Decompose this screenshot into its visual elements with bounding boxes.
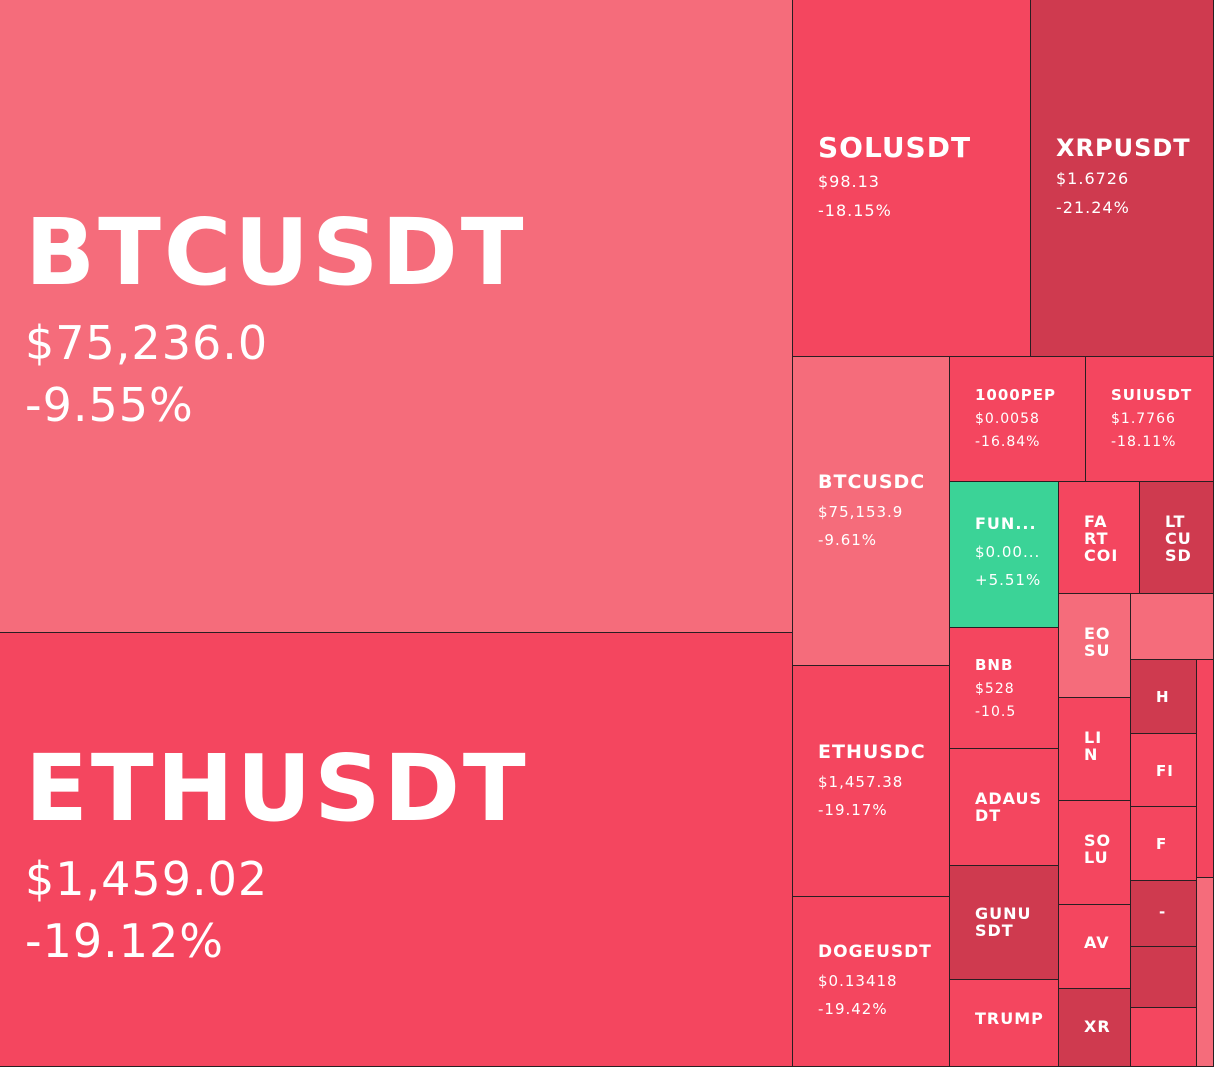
tile-fi[interactable]: FI (1131, 734, 1197, 807)
tile-price: $528 (975, 680, 1015, 697)
tile-price: $0.0058 (975, 410, 1040, 427)
tile-symbol: SO LU (1084, 831, 1112, 867)
tile-symbol: SOLUSDT (818, 131, 972, 164)
tile-symbol: LT CU SD (1165, 512, 1192, 565)
tile-ethusdc[interactable]: ETHUSDC $1,457.38 -19.17% (793, 666, 950, 897)
tile-symbol: 1000PEP (975, 388, 1056, 404)
tile-symbol: FA RT COI (1084, 512, 1119, 565)
tile-price: $1.7766 (1111, 410, 1176, 427)
tile-symbol: H (1156, 688, 1170, 706)
tile-change: -19.42% (818, 999, 888, 1018)
tile-solusdc[interactable]: SO LU (1059, 801, 1131, 905)
tile-symbol: ETHUSDT (25, 735, 529, 842)
tile-symbol: BTCUSDT (25, 199, 527, 306)
tile-symbol: AV (1084, 933, 1110, 952)
tile-change: -19.12% (25, 913, 224, 968)
tile-change: -16.84% (975, 433, 1041, 450)
tile-btcusdt[interactable]: BTCUSDT $75,236.0 -9.55% (0, 0, 793, 633)
tile-ethusdt[interactable]: ETHUSDT $1,459.02 -19.12% (0, 633, 793, 1067)
tile-small[interactable] (1197, 660, 1214, 878)
tile-price: $1.6726 (1056, 169, 1130, 189)
tile-symbol: XRPUSDT (1056, 134, 1191, 162)
tile-symbol: SUIUSDT (1111, 388, 1193, 404)
tile-eosusd[interactable]: EO SU (1059, 594, 1131, 698)
tile-fun[interactable]: FUN... $0.00... +5.51% (950, 482, 1059, 628)
tile-small[interactable] (1131, 594, 1214, 660)
tile-symbol: XR (1084, 1017, 1111, 1036)
tile-fartcoin[interactable]: FA RT COI (1059, 482, 1140, 594)
tile-change: -9.55% (25, 377, 194, 432)
tile-btcusdc[interactable]: BTCUSDC $75,153.9 -9.61% (793, 357, 950, 666)
tile-symbol: BTCUSDC (818, 471, 926, 493)
tile-symbol: - (1159, 903, 1167, 921)
tile-symbol: EO SU (1084, 626, 1111, 660)
tile-small[interactable] (1131, 1008, 1197, 1067)
tile-1000pepe[interactable]: 1000PEP $0.0058 -16.84% (950, 357, 1086, 482)
tile-trump[interactable]: TRUMP (950, 980, 1059, 1067)
tile-change: -18.11% (1111, 433, 1177, 450)
tile-avax[interactable]: AV (1059, 905, 1131, 989)
tile-change: +5.51% (975, 570, 1042, 589)
tile-symbol: FUN... (975, 514, 1037, 533)
tile-symbol: F (1156, 835, 1168, 853)
tile-change: -18.15% (818, 201, 892, 221)
tile-link[interactable]: LI N (1059, 698, 1131, 801)
tile-change: -21.24% (1056, 198, 1130, 218)
tile-symbol: LI N (1084, 728, 1103, 764)
tile-price: $0.13418 (818, 971, 898, 990)
tile-xrpusdt[interactable]: XRPUSDT $1.6726 -21.24% (1031, 0, 1214, 357)
tile-symbol: ADAUS DT (975, 789, 1043, 825)
tile-symbol: GUNU SDT (975, 904, 1032, 940)
tile-h[interactable]: H (1131, 660, 1197, 734)
tile-price: $98.13 (818, 172, 880, 192)
tile-gunusdt[interactable]: GUNU SDT (950, 866, 1059, 980)
tile-dogeusdt[interactable]: DOGEUSDT $0.13418 -19.42% (793, 897, 950, 1067)
tile-price: $1,459.02 (25, 851, 269, 906)
tile-price: $75,153.9 (818, 502, 904, 521)
tile-bnb[interactable]: BNB $528 -10.5 (950, 628, 1059, 749)
tile-price: $1,457.38 (818, 772, 904, 791)
tile-f[interactable]: F (1131, 807, 1197, 881)
tile-price: $75,236.0 (25, 315, 269, 370)
tile-symbol: TRUMP (975, 1009, 1044, 1028)
tile-solusdt[interactable]: SOLUSDT $98.13 -18.15% (793, 0, 1031, 357)
tile-change: -10.5 (975, 703, 1017, 720)
tile-ltcusd[interactable]: LT CU SD (1140, 482, 1214, 594)
tile-symbol: BNB (975, 658, 1014, 674)
tile-symbol: ETHUSDC (818, 741, 926, 763)
tile-adausdt[interactable]: ADAUS DT (950, 749, 1059, 866)
tile-change: -9.61% (818, 530, 878, 549)
tile-xr[interactable]: XR (1059, 989, 1131, 1067)
tile-small[interactable] (1197, 878, 1214, 1067)
tile-symbol: DOGEUSDT (818, 942, 932, 962)
tile-suiusdt[interactable]: SUIUSDT $1.7766 -18.11% (1086, 357, 1214, 482)
tile-dash[interactable]: - (1131, 881, 1197, 947)
tile-symbol: FI (1156, 762, 1174, 780)
tile-price: $0.00... (975, 542, 1041, 561)
tile-change: -19.17% (818, 800, 888, 819)
tile-small[interactable] (1131, 947, 1197, 1008)
